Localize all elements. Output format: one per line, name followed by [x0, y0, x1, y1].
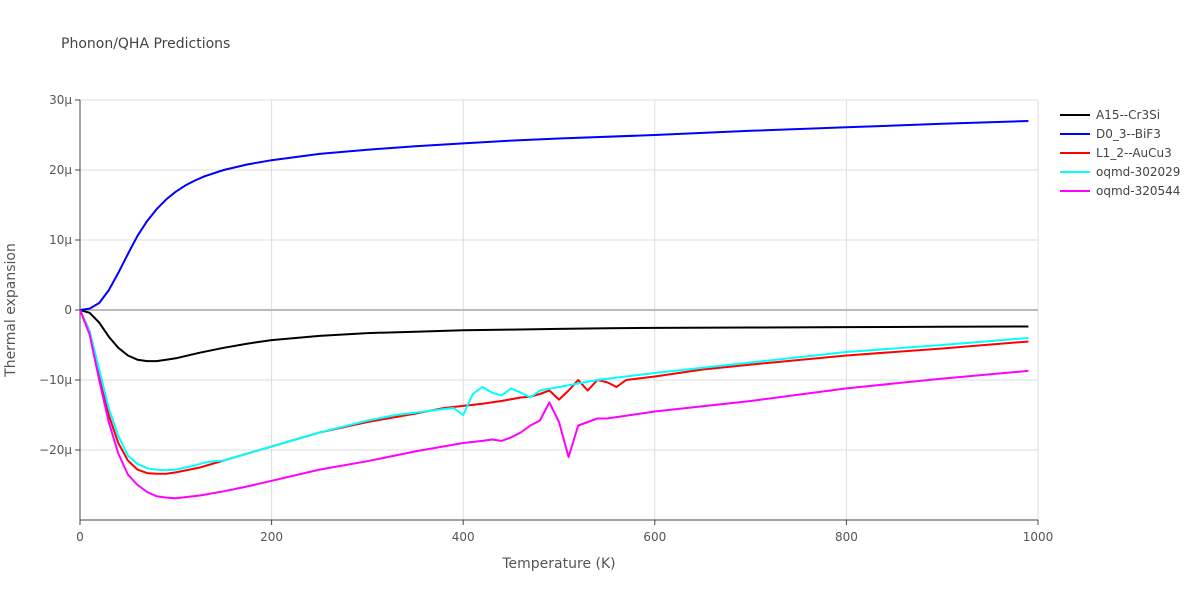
y-axis-title: Thermal expansion	[3, 243, 19, 378]
legend-label: oqmd-302029	[1096, 164, 1181, 179]
x-tick-label: 800	[835, 530, 858, 544]
y-tick-label: −10μ	[39, 373, 72, 387]
legend-label: oqmd-320544	[1096, 183, 1181, 198]
x-tick-label: 400	[452, 530, 475, 544]
x-tick-label: 200	[260, 530, 283, 544]
y-tick-label: −20μ	[39, 443, 72, 457]
legend-swatch	[1060, 132, 1090, 135]
grid-lines	[80, 99, 1039, 520]
y-tick-label: 20μ	[49, 163, 72, 177]
legend-item[interactable]: oqmd-302029	[1060, 162, 1180, 181]
series-line-a15-cr3si[interactable]	[79, 309, 1029, 363]
legend-swatch	[1060, 189, 1090, 192]
x-tick-label: 600	[643, 530, 666, 544]
chart-title: Phonon/QHA Predictions	[61, 36, 231, 52]
x-tick-label: 0	[76, 530, 84, 544]
axes: 0 200 400 600 800 1000 −20μ −10μ 0 10μ 20μ 30μ	[39, 93, 1053, 544]
series-line-l1-2-aucu3[interactable]	[79, 309, 1029, 475]
legend-item[interactable]: D0_3--BiF3	[1060, 124, 1180, 143]
legend-label: L1_2--AuCu3	[1096, 145, 1172, 160]
series-line-oqmd-302029[interactable]	[79, 309, 1029, 472]
legend-swatch	[1060, 170, 1090, 173]
legend-item[interactable]: oqmd-320544	[1060, 181, 1180, 200]
series-line-d0-3-bif3[interactable]	[79, 120, 1029, 311]
legend-swatch	[1060, 151, 1090, 154]
legend-swatch	[1060, 113, 1090, 116]
y-tick-label: 0	[64, 303, 72, 317]
legend-item[interactable]: A15--Cr3Si	[1060, 105, 1180, 124]
x-axis-title: Temperature (K)	[501, 556, 615, 572]
series-lines	[79, 120, 1029, 500]
legend-label: D0_3--BiF3	[1096, 126, 1161, 141]
legend-label: A15--Cr3Si	[1096, 107, 1161, 122]
y-tick-label: 30μ	[49, 93, 72, 107]
x-tick-label: 1000	[1023, 530, 1054, 544]
series-line-oqmd-320544[interactable]	[79, 309, 1029, 500]
legend: A15--Cr3Si D0_3--BiF3 L1_2--AuCu3 oqmd-3020…	[1060, 105, 1180, 200]
legend-item[interactable]: L1_2--AuCu3	[1060, 143, 1180, 162]
y-tick-label: 10μ	[49, 233, 72, 247]
